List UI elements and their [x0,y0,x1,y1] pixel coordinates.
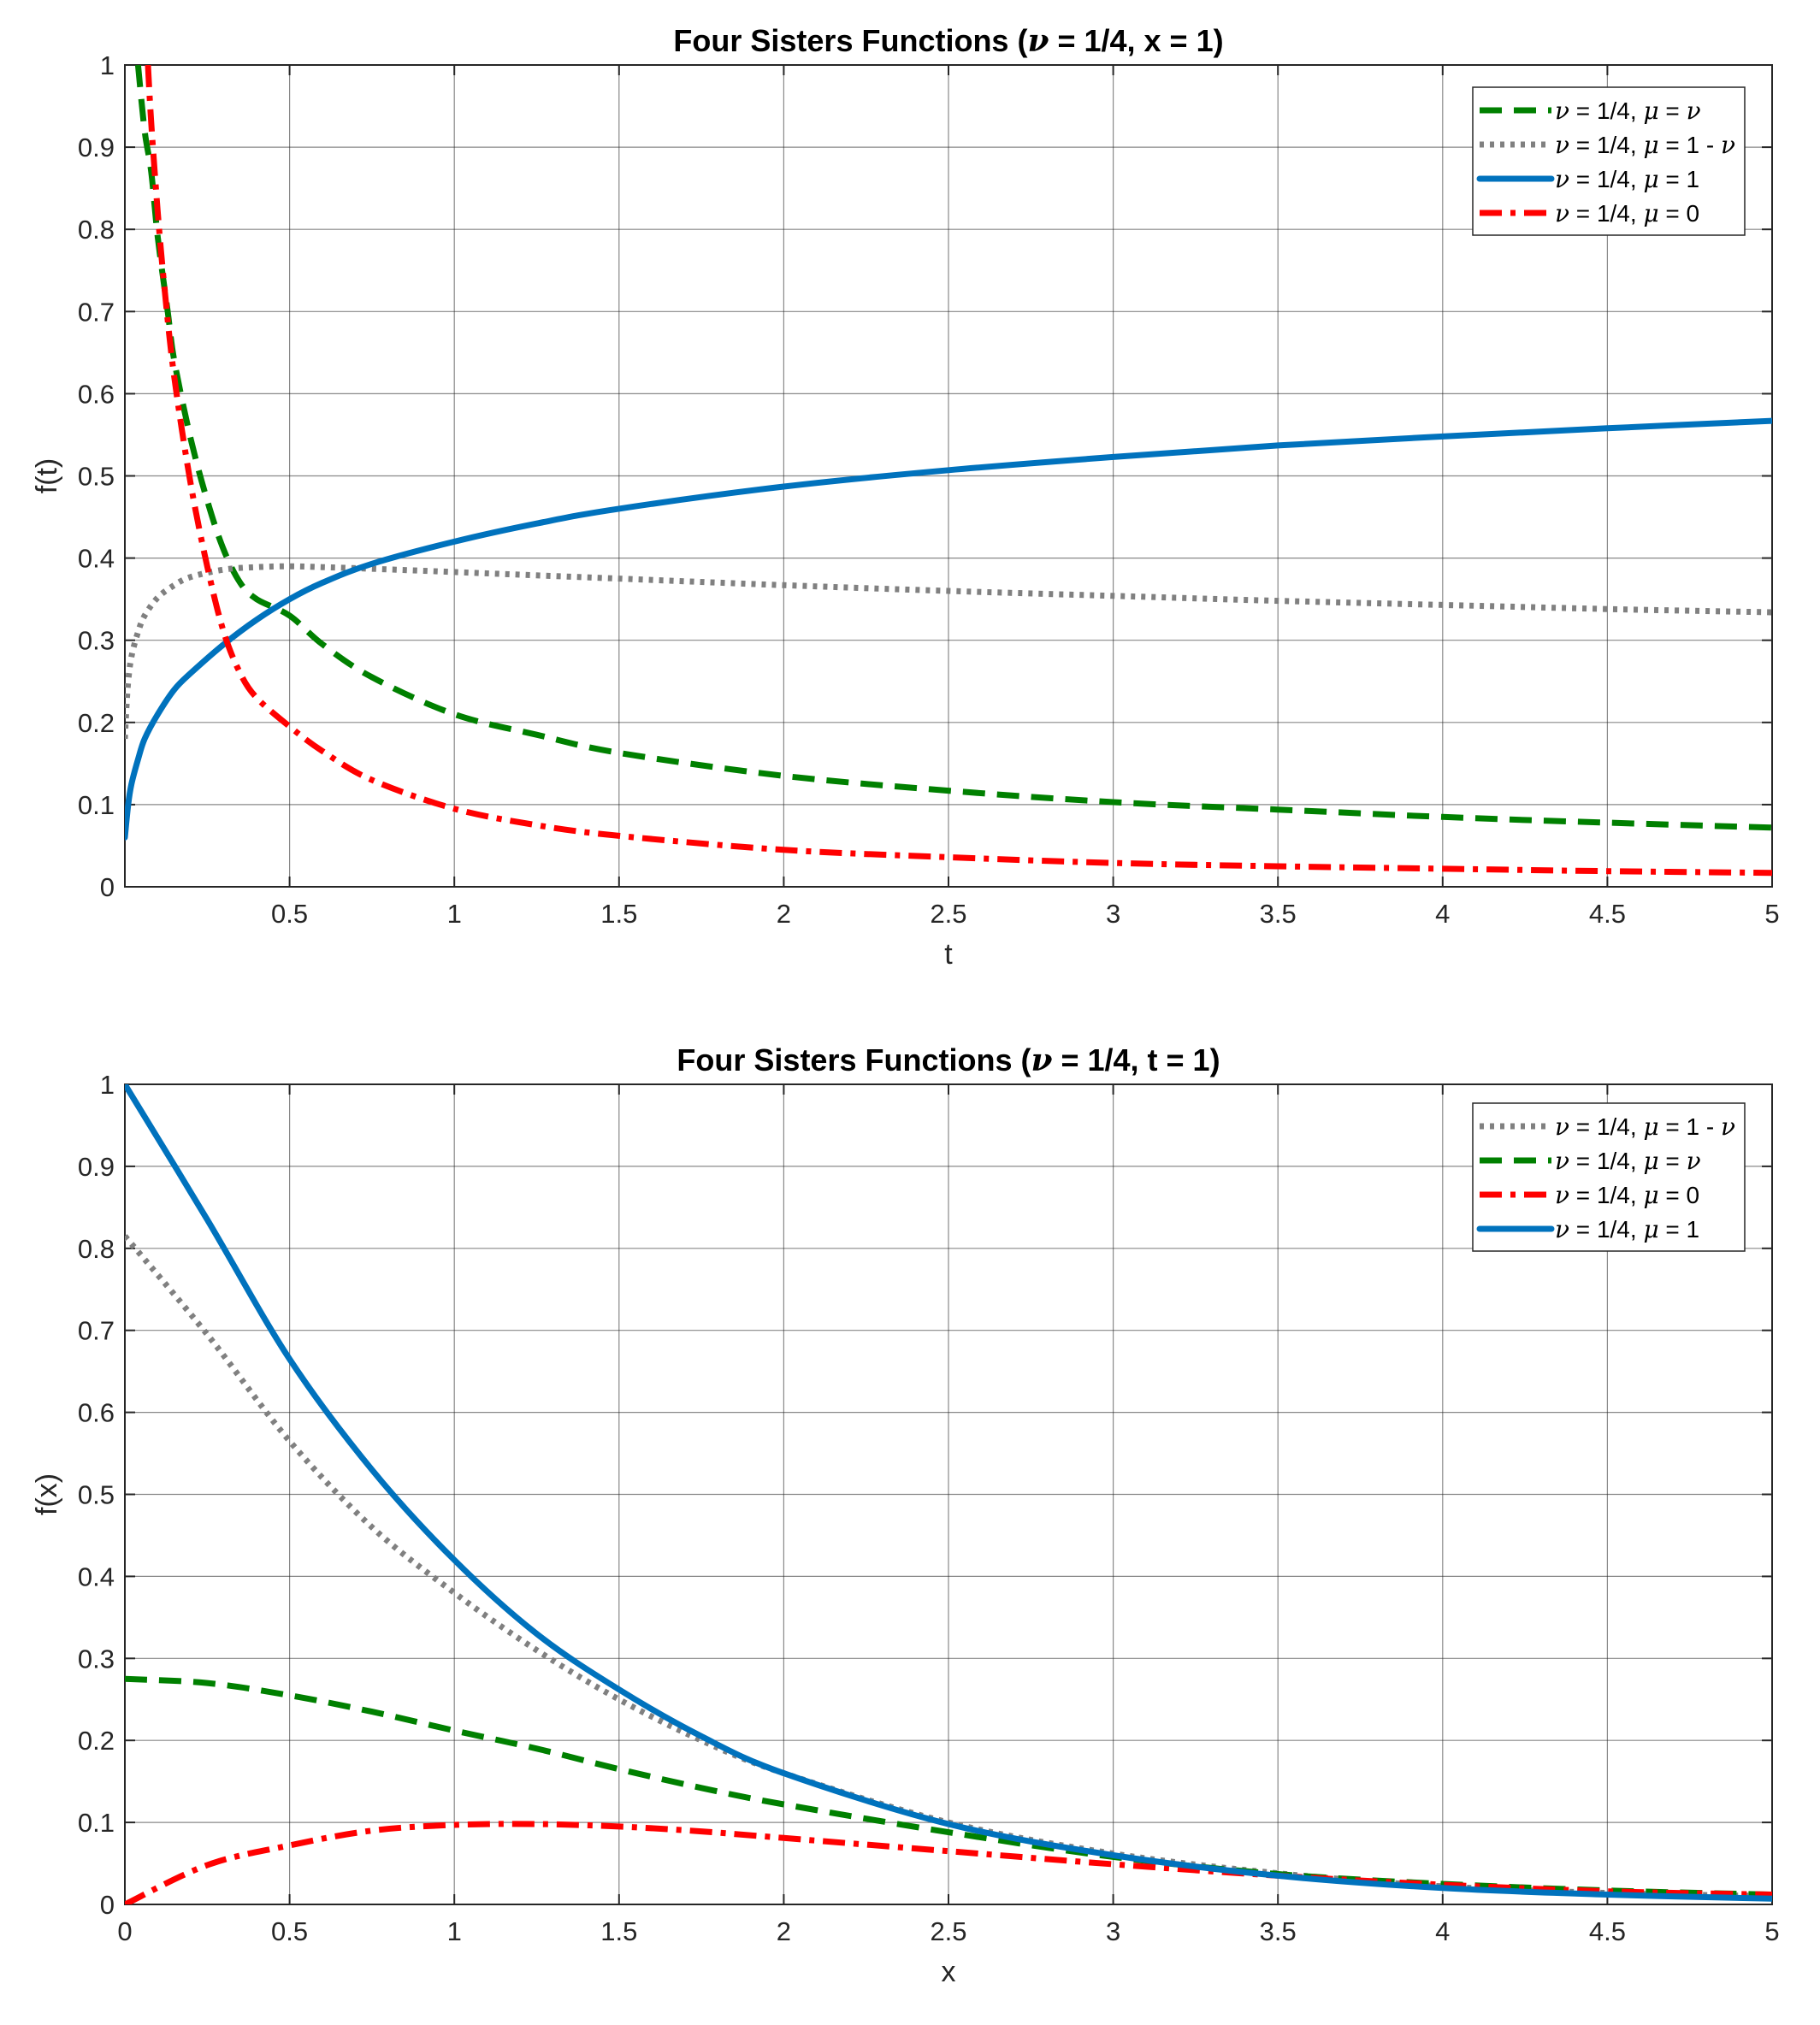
legend: ν = 1/4, μ = ν ν = 1/4, μ = 1 - ν ν = 1/4,… [1472,86,1746,236]
x-tick-label: 1 [447,1916,462,1946]
x-tick-label: 1.5 [600,1916,637,1946]
x-tick-label: 0.5 [271,1916,308,1946]
x-tick-label: 3.5 [1260,899,1297,929]
x-tick-label: 4.5 [1589,1916,1626,1946]
y-tick-label: 0.4 [78,544,115,574]
y-tick-label: 1 [100,1070,115,1100]
y-tick-label: 0.8 [78,1234,115,1264]
y-tick-label: 0.9 [78,1152,115,1182]
series-group [125,1084,1772,1904]
legend-label-mu-1: ν = 1/4, μ = 1 [1555,1215,1699,1243]
y-tick-label: 0.6 [78,1398,115,1428]
x-tick-label: 1.5 [600,899,637,929]
y-tick-label: 0.2 [78,708,115,738]
chart-panel-1: 0.5 1 1.5 2 2.5 3 3.5 4 4.5 5 0 0.1 0.2 0.3 0.4 0.5 0.6 0… [31,23,1780,971]
x-tick-label: 2.5 [930,899,966,929]
x-tick-label: 0 [117,1916,132,1946]
y-tick-label: 0.6 [78,379,115,409]
x-tick-label: 4.5 [1589,899,1626,929]
y-tick-label: 0.1 [78,790,115,820]
title-prefix: Four Sisters Functions ( [673,23,1027,58]
title-nu: ν [1027,23,1049,59]
legend-label-mu-0: ν = 1/4, μ = 0 [1555,199,1699,227]
legend-label-mu-1-nu: ν = 1/4, μ = 1 - ν [1555,131,1735,159]
ticks: 0.5 1 1.5 2 2.5 3 3.5 4 4.5 5 0 0.1 0.2 0.3 0.4 0.5 0.6 0… [78,50,1780,929]
y-tick-label: 0.9 [78,133,115,162]
y-axis-label: f(t) [31,458,63,494]
x-tick-label: 5 [1764,1916,1779,1946]
title-suffix: = 1/4, t = 1) [1052,1042,1220,1077]
x-axis-label: x [942,1956,956,1988]
title-suffix: = 1/4, x = 1) [1049,23,1223,58]
y-tick-label: 0 [100,1890,115,1920]
x-tick-label: 3 [1106,1916,1120,1946]
y-tick-label: 0.1 [78,1808,115,1838]
title-prefix: Four Sisters Functions ( [677,1042,1031,1077]
y-tick-label: 0.5 [78,1480,115,1510]
y-tick-label: 0.4 [78,1562,115,1591]
x-tick-label: 5 [1764,899,1779,929]
x-tick-label: 4 [1435,899,1450,929]
chart-title: Four Sisters Functions (ν = 1/4, x = 1) [673,23,1223,59]
x-tick-label: 3.5 [1260,1916,1297,1946]
x-tick-label: 2 [777,1916,791,1946]
series-line-mu-0 [125,1821,1772,1904]
x-tick-label: 2 [777,899,791,929]
series-line-mu-1-nu [125,1234,1772,1899]
series-line-mu-nu [125,1675,1772,1898]
x-tick-label: 0.5 [271,899,308,929]
legend-label-mu-nu: ν = 1/4, μ = ν [1555,1147,1701,1175]
y-tick-label: 0 [100,872,115,902]
title-nu: ν [1031,1042,1052,1078]
legend: ν = 1/4, μ = 1 - ν ν = 1/4, μ = ν ν = 1/4,… [1472,1102,1746,1252]
y-tick-label: 0.7 [78,297,115,327]
y-tick-label: 1 [100,50,115,80]
series-group [125,65,1772,877]
y-tick-label: 0.8 [78,215,115,245]
y-tick-label: 0.3 [78,1644,115,1674]
y-tick-label: 0.7 [78,1316,115,1346]
series-line-mu-0 [145,65,1772,877]
x-tick-label: 1 [447,899,462,929]
ticks: 0 0.5 1 1.5 2 2.5 3 3.5 4 4.5 5 0 0.1 0.2 0.3 0.4 0.5 0.6… [78,1070,1780,1946]
chart-title: Four Sisters Functions (ν = 1/4, t = 1) [677,1042,1220,1078]
x-axis-label: t [944,938,953,971]
series-line-mu-1-nu [125,563,1772,740]
x-tick-label: 3 [1106,899,1120,929]
y-tick-label: 0.5 [78,462,115,492]
series-line-mu-1 [125,1084,1772,1902]
y-axis-label: f(x) [31,1473,63,1515]
y-tick-label: 0.3 [78,626,115,656]
legend-label-mu-1-nu: ν = 1/4, μ = 1 - ν [1555,1113,1735,1141]
x-tick-label: 2.5 [930,1916,966,1946]
series-line-mu-1 [125,417,1772,841]
x-tick-label: 4 [1435,1916,1450,1946]
chart-panel-2: 0 0.5 1 1.5 2 2.5 3 3.5 4 4.5 5 0 0.1 0.2 0.3 0.4 0.5 0.6… [31,1042,1780,1988]
series-line-mu-nu [134,65,1772,831]
legend-label-mu-1: ν = 1/4, μ = 1 [1555,165,1699,193]
y-tick-label: 0.2 [78,1726,115,1756]
legend-label-mu-0: ν = 1/4, μ = 0 [1555,1181,1699,1209]
legend-label-mu-nu: ν = 1/4, μ = ν [1555,97,1701,125]
